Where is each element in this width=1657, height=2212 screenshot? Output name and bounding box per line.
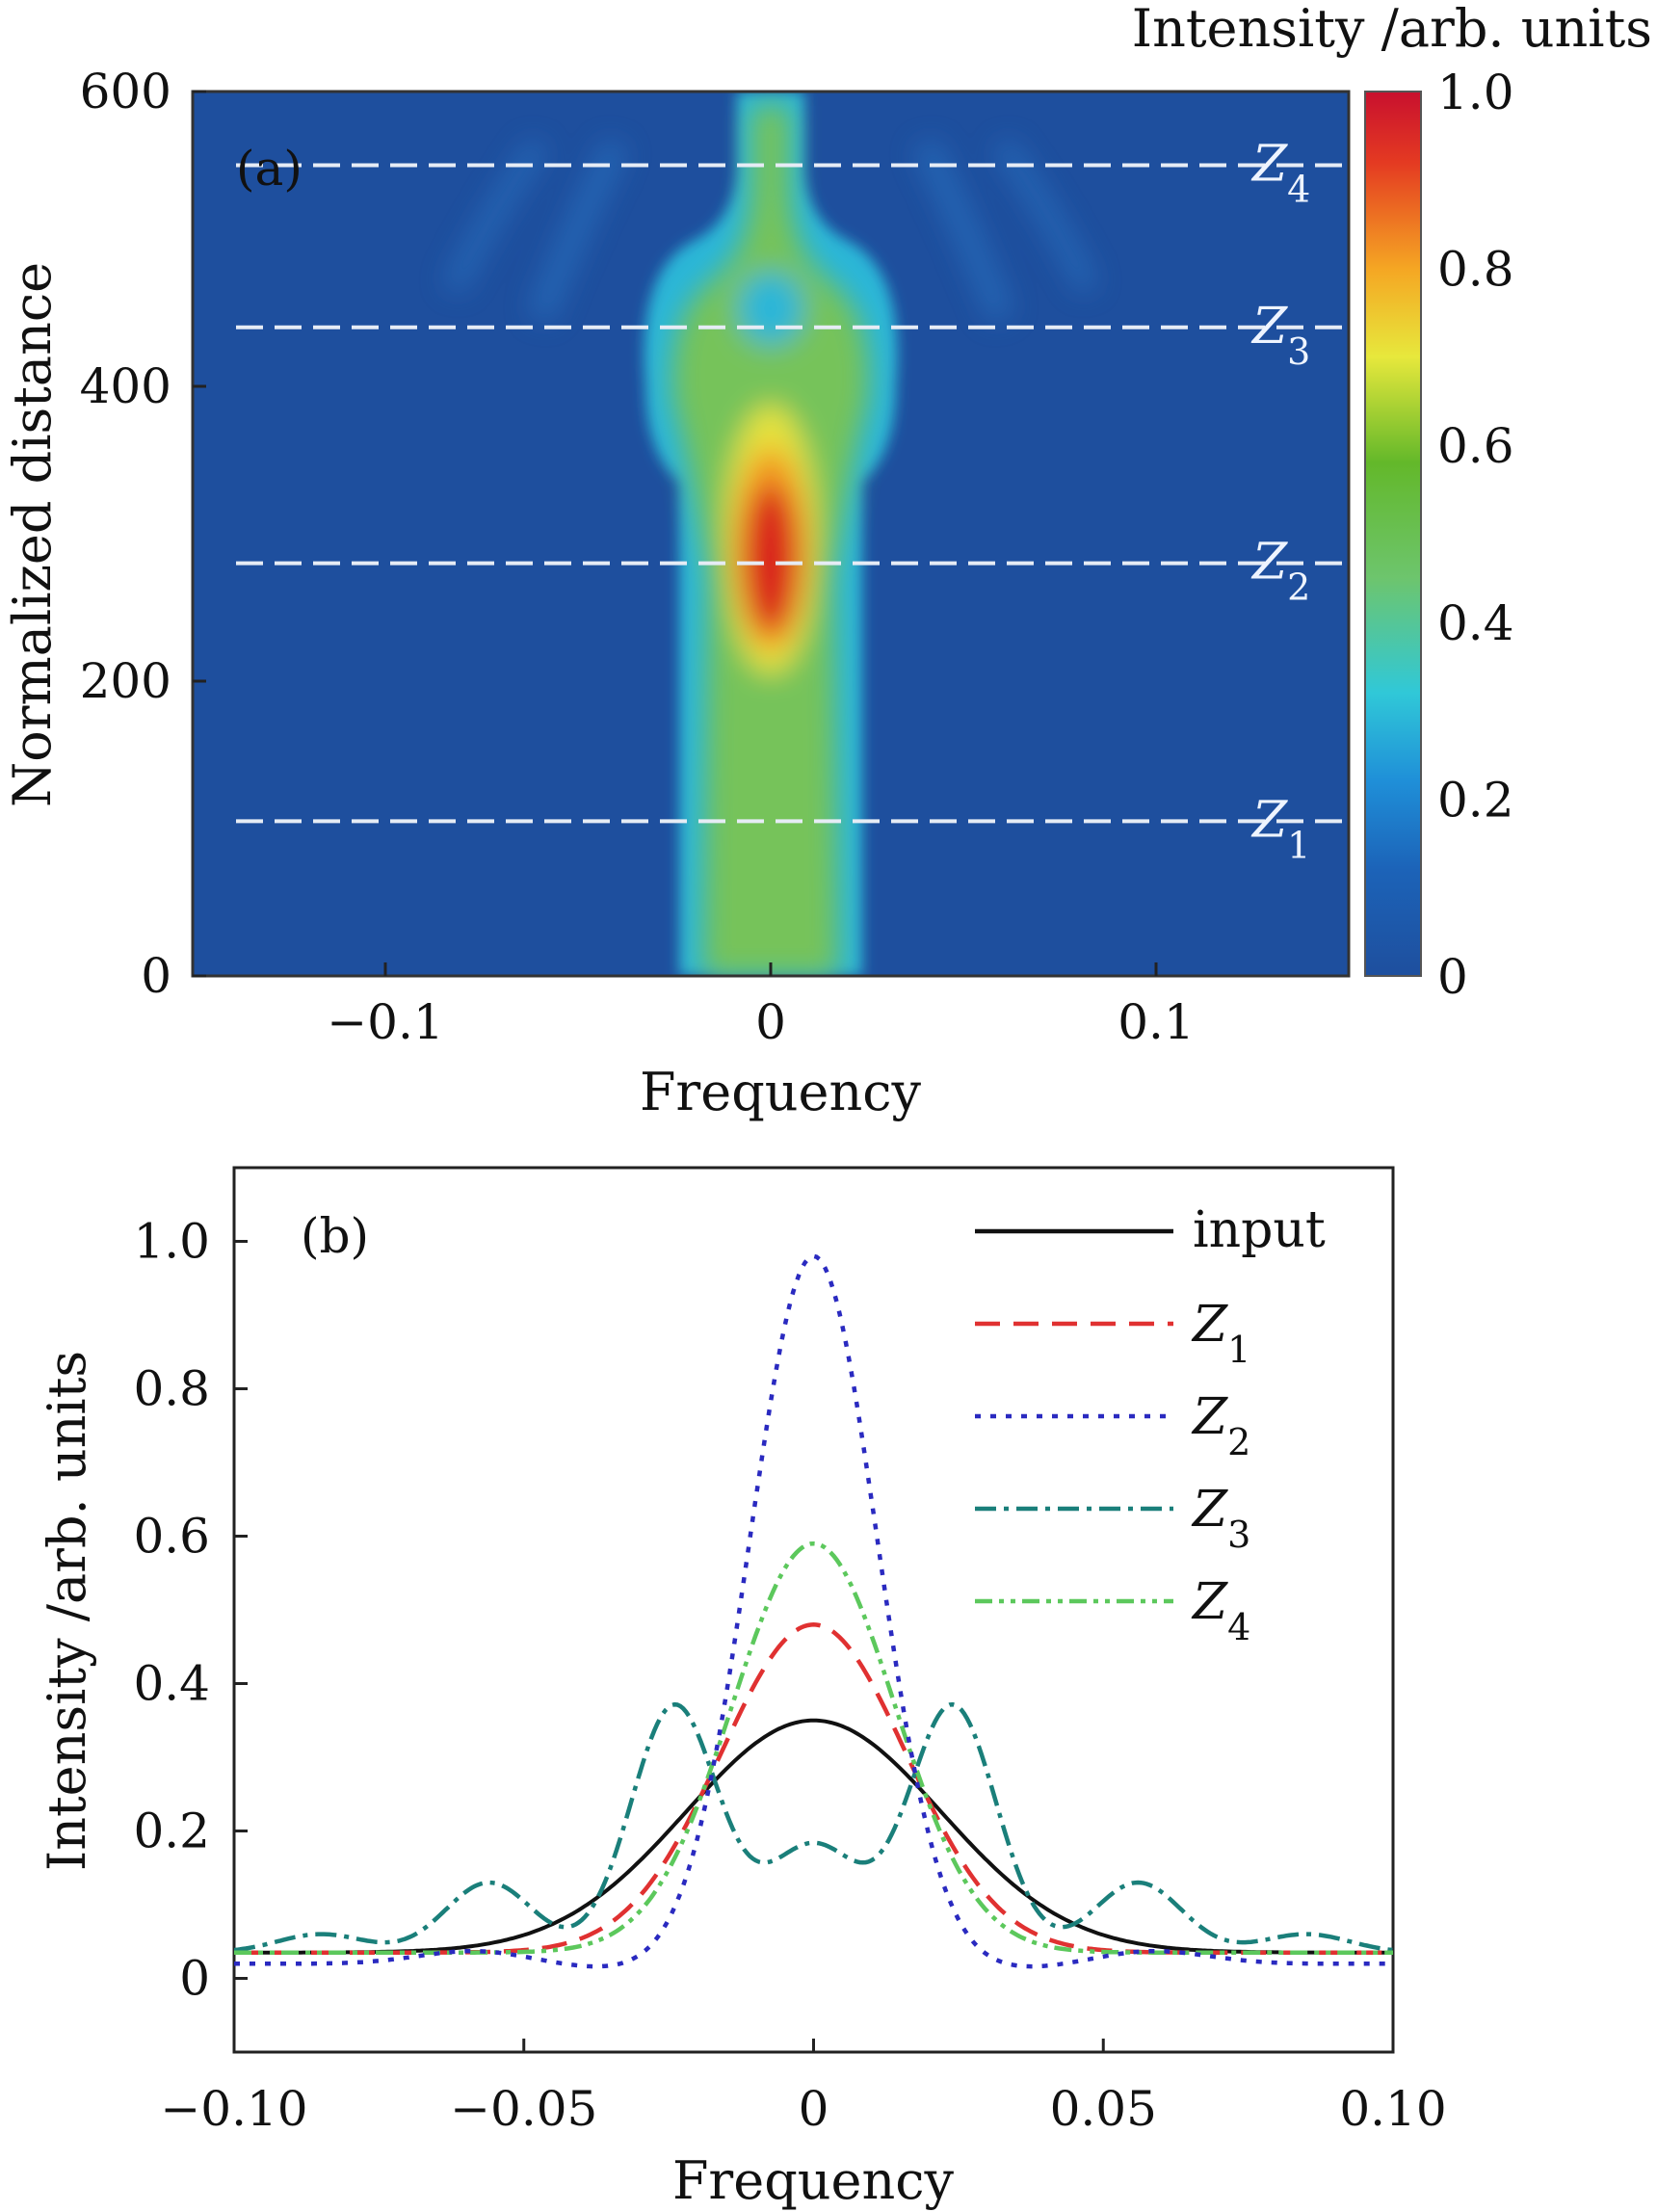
z-markers: Z1 Z2 Z3 Z4 [236, 136, 1347, 866]
series-line-z3 [234, 1701, 1393, 1953]
line-y-tick-label: 0.2 [133, 1804, 210, 1859]
peak-red [744, 484, 798, 634]
colorbar-title: Intensity /arb. units [1132, 0, 1652, 59]
legend: input Z1 Z2 Z3 Z4 [975, 1201, 1326, 1648]
line-y-tick-label: 0.8 [133, 1361, 210, 1417]
line-plot-frame [232, 1166, 1395, 2054]
series-line-z4 [234, 1540, 1393, 1955]
line-x-tick-label: 0.05 [1050, 2081, 1157, 2137]
colorbar-tick-label: 0.6 [1437, 418, 1514, 474]
colorbar-ticks: 0 0.2 0.4 0.6 0.8 1.0 [1437, 65, 1514, 1005]
heatmap-y-label: Normalized distance [2, 262, 63, 807]
series-line-input [234, 1718, 1393, 1955]
z-marker-label: Z4 [1250, 136, 1310, 211]
legend-label: Z2 [1191, 1388, 1250, 1463]
colorbar-tick-label: 0 [1437, 949, 1468, 1005]
series-line-z2 [234, 1253, 1393, 1969]
legend-label: Z3 [1191, 1481, 1250, 1556]
legend-label: Z4 [1191, 1573, 1250, 1648]
line-x-label: Frequency [672, 2150, 955, 2211]
ring-hole [738, 272, 803, 345]
line-y-label: Intensity /arb. units [37, 1351, 97, 1871]
colorbar-tick-label: 0.4 [1437, 595, 1514, 651]
heatmap-y-ticks: 0 200 400 600 [80, 64, 206, 1004]
z-marker-label: Z1 [1250, 791, 1310, 866]
fringe-left-2 [443, 138, 548, 294]
colorbar-gradient [1364, 91, 1422, 977]
line-x-tick-label: −0.05 [450, 2081, 597, 2137]
panel-b-label: (b) [301, 1208, 369, 1264]
line-x-tick-label: 0 [799, 2081, 829, 2137]
legend-label: input [1193, 1201, 1326, 1259]
heatmap-x-ticks: −0.1 0 0.1 [327, 962, 1195, 1050]
heatmap-x-tick-label: 0 [755, 994, 786, 1050]
line-y-ticks: 0 0.2 0.4 0.6 0.8 1.0 [133, 1214, 248, 2007]
heatmap-x-tick-label: −0.1 [327, 994, 443, 1050]
heatmap-y-tick-label: 400 [80, 358, 171, 414]
line-y-tick-label: 0.4 [133, 1656, 210, 1712]
colorbar: Intensity /arb. units 0 0.2 0.4 0.6 0.8 1.0 [1132, 0, 1652, 1005]
fringe-right-2 [993, 138, 1098, 294]
line-panel: (b) −0.10 −0.05 0 0.05 0.10 0 0.2 0.4 0.6 0.8 1.0… [37, 1166, 1447, 2211]
colorbar-tick-label: 0.8 [1437, 242, 1514, 298]
line-x-ticks: −0.10 −0.05 0 0.05 0.10 [160, 2039, 1447, 2137]
z-marker-label: Z3 [1250, 298, 1310, 373]
line-y-tick-label: 0 [179, 1951, 210, 2007]
line-y-tick-label: 1.0 [133, 1214, 210, 1270]
heatmap-y-tick-label: 600 [80, 64, 171, 119]
line-x-tick-label: 0.10 [1339, 2081, 1446, 2137]
heatmap-panel: Z1 Z2 Z3 Z4 (a) −0.1 0 0.1 0 200 400 600 Frequen… [2, 64, 1351, 1122]
z-marker-label: Z2 [1250, 534, 1310, 609]
colorbar-tick-label: 1.0 [1437, 65, 1514, 120]
heatmap-y-tick-label: 200 [80, 653, 171, 709]
heatmap-x-label: Frequency [640, 1062, 922, 1122]
heatmap-x-tick-label: 0.1 [1118, 994, 1195, 1050]
colorbar-tick-label: 0.2 [1437, 772, 1514, 828]
line-series-group [234, 1253, 1393, 1969]
line-x-tick-label: −0.10 [160, 2081, 307, 2137]
heatmap-y-tick-label: 0 [141, 948, 171, 1004]
line-y-tick-label: 0.6 [133, 1509, 210, 1565]
legend-label: Z1 [1191, 1296, 1250, 1371]
panel-a-label: (a) [236, 141, 302, 197]
